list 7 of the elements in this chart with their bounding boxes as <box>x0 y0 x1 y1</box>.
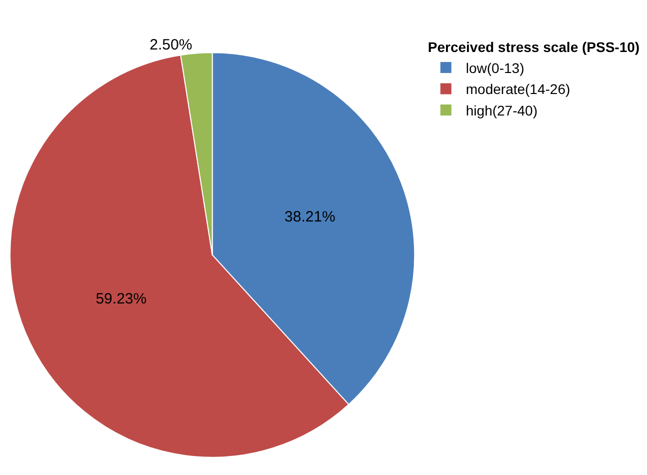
data-label: 38.21% <box>284 208 336 226</box>
data-label: 2.50% <box>150 36 192 54</box>
data-label: 59.23% <box>96 290 147 308</box>
legend-label: low(0-13) <box>466 60 524 76</box>
legend-label: moderate(14-26) <box>466 81 570 98</box>
legend-label: high(27-40) <box>466 102 538 118</box>
legend-title: Perceived stress scale (PSS-10) <box>428 38 640 55</box>
